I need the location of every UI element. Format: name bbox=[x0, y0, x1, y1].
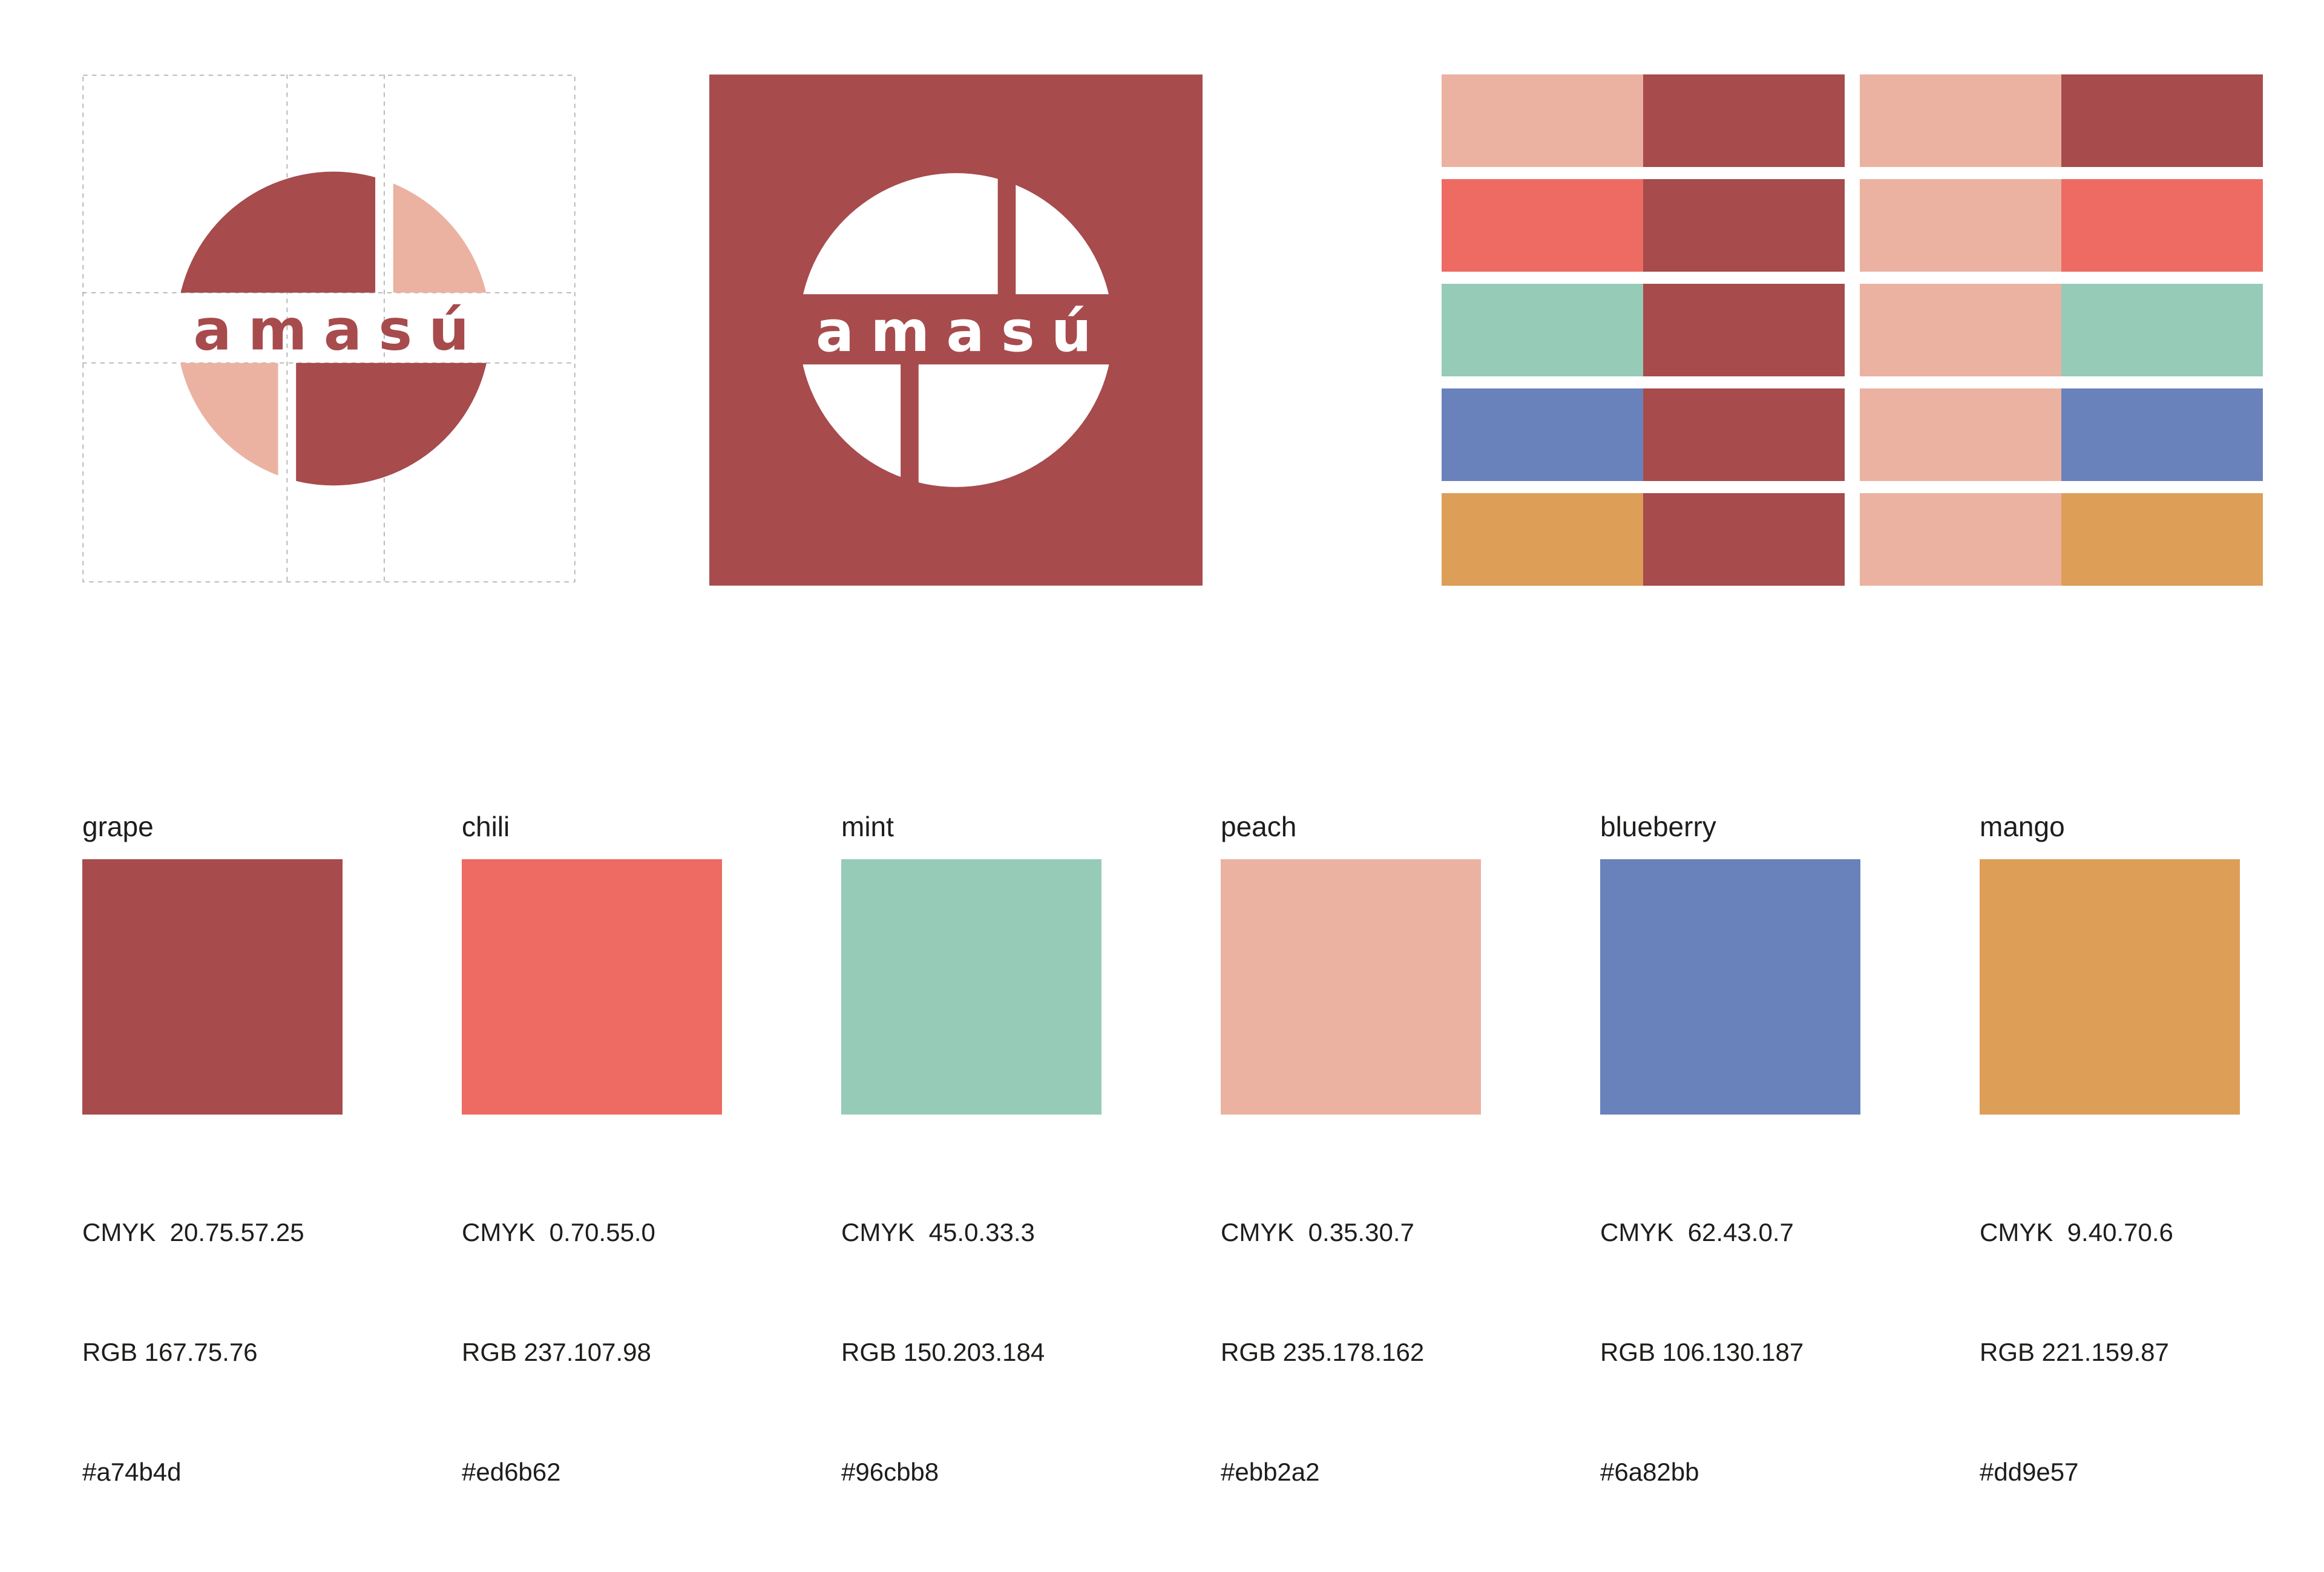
swatch-values: CMYK 9.40.70.6 RGB 221.159.87 #dd9e57 bbox=[1980, 1133, 2240, 1572]
combo-swatch bbox=[2061, 493, 2263, 586]
combo-swatch bbox=[2061, 74, 2263, 167]
wordmark: amasú bbox=[816, 299, 1108, 365]
combo-swatch bbox=[2061, 284, 2263, 376]
swatch-name: peach bbox=[1221, 811, 1297, 842]
cmyk-value: CMYK 62.43.0.7 bbox=[1600, 1218, 1794, 1246]
combo-swatch bbox=[1643, 493, 1845, 586]
palette-swatch-chili: chili CMYK 0.70.55.0 RGB 237.107.98 #ed6… bbox=[462, 811, 722, 1572]
hex-value: #96cbb8 bbox=[841, 1458, 939, 1486]
hex-value: #dd9e57 bbox=[1980, 1458, 2079, 1486]
color-combinations bbox=[1442, 74, 2263, 586]
combo-swatch bbox=[1860, 74, 2061, 167]
combo-swatch bbox=[1860, 284, 2061, 376]
logo-quadrant-bottom-right bbox=[296, 362, 491, 486]
combo-swatch bbox=[1860, 493, 2061, 586]
combo-swatch bbox=[2061, 388, 2263, 481]
swatch-name: grape bbox=[82, 811, 154, 842]
palette-swatch-blueberry: blueberry CMYK 62.43.0.7 RGB 106.130.187… bbox=[1600, 811, 1860, 1572]
hex-value: #ebb2a2 bbox=[1221, 1458, 1320, 1486]
grid-guides bbox=[82, 74, 576, 583]
combo-swatch bbox=[1860, 179, 2061, 272]
combo-row bbox=[1860, 179, 2263, 272]
palette-swatch-peach: peach CMYK 0.35.30.7 RGB 235.178.162 #eb… bbox=[1221, 811, 1481, 1572]
logo-construction-diagram: amasú bbox=[82, 74, 576, 583]
combo-row bbox=[1442, 284, 1845, 376]
logo-quadrant-top-left bbox=[176, 171, 376, 293]
palette-swatch-mango: mango CMYK 9.40.70.6 RGB 221.159.87 #dd9… bbox=[1980, 811, 2240, 1572]
hex-value: #a74b4d bbox=[82, 1458, 182, 1486]
combo-row bbox=[1860, 493, 2263, 586]
combo-swatch bbox=[1643, 179, 1845, 272]
rgb-value: RGB 221.159.87 bbox=[1980, 1338, 2169, 1366]
rgb-value: RGB 235.178.162 bbox=[1221, 1338, 1425, 1366]
palette-swatch-grape: grape CMYK 20.75.57.25 RGB 167.75.76 #a7… bbox=[82, 811, 343, 1572]
logo-quadrant-top-right bbox=[393, 171, 491, 293]
combinations-right-panel bbox=[1860, 74, 2263, 586]
hex-value: #ed6b62 bbox=[462, 1458, 561, 1486]
swatch-color bbox=[462, 859, 722, 1115]
combo-swatch bbox=[1442, 179, 1643, 272]
cmyk-value: CMYK 20.75.57.25 bbox=[82, 1218, 304, 1246]
combo-swatch bbox=[1643, 74, 1845, 167]
swatch-color bbox=[1221, 859, 1481, 1115]
cmyk-value: CMYK 0.35.30.7 bbox=[1221, 1218, 1414, 1246]
combo-row bbox=[1442, 388, 1845, 481]
rgb-value: RGB 237.107.98 bbox=[462, 1338, 651, 1366]
swatch-values: CMYK 62.43.0.7 RGB 106.130.187 #6a82bb bbox=[1600, 1133, 1860, 1572]
swatch-name: blueberry bbox=[1600, 811, 1716, 842]
logo-construction-block: amasú bbox=[82, 74, 576, 583]
swatch-color bbox=[1980, 859, 2240, 1115]
combo-row bbox=[1860, 74, 2263, 167]
combo-swatch bbox=[1442, 284, 1643, 376]
cmyk-value: CMYK 0.70.55.0 bbox=[462, 1218, 655, 1246]
combo-swatch bbox=[1442, 74, 1643, 167]
combinations-left-panel bbox=[1442, 74, 1845, 586]
rgb-value: RGB 167.75.76 bbox=[82, 1338, 258, 1366]
cmyk-value: CMYK 45.0.33.3 bbox=[841, 1218, 1035, 1246]
swatch-values: CMYK 0.70.55.0 RGB 237.107.98 #ed6b62 bbox=[462, 1133, 722, 1572]
swatch-color bbox=[841, 859, 1101, 1115]
logo-quadrant-bottom-left bbox=[176, 362, 278, 486]
rgb-value: RGB 106.130.187 bbox=[1600, 1338, 1804, 1366]
palette: grape CMYK 20.75.57.25 RGB 167.75.76 #a7… bbox=[82, 811, 2240, 1572]
combo-swatch bbox=[1442, 388, 1643, 481]
swatch-name: mango bbox=[1980, 811, 2065, 842]
swatch-color bbox=[82, 859, 343, 1115]
logo-mark: amasú bbox=[709, 74, 1203, 586]
swatch-values: CMYK 45.0.33.3 RGB 150.203.184 #96cbb8 bbox=[841, 1133, 1101, 1572]
combo-swatch bbox=[1442, 493, 1643, 586]
brand-guidelines-page: amasú amasú bbox=[82, 74, 2263, 1486]
combo-row bbox=[1860, 284, 2263, 376]
swatch-name: chili bbox=[462, 811, 510, 842]
combo-swatch bbox=[2061, 179, 2263, 272]
palette-swatch-mint: mint CMYK 45.0.33.3 RGB 150.203.184 #96c… bbox=[841, 811, 1101, 1572]
swatch-values: CMYK 0.35.30.7 RGB 235.178.162 #ebb2a2 bbox=[1221, 1133, 1481, 1572]
combo-swatch bbox=[1643, 388, 1845, 481]
swatch-values: CMYK 20.75.57.25 RGB 167.75.76 #a74b4d bbox=[82, 1133, 343, 1572]
hex-value: #6a82bb bbox=[1600, 1458, 1699, 1486]
combo-row bbox=[1442, 493, 1845, 586]
combo-swatch bbox=[1860, 388, 2061, 481]
combo-row bbox=[1860, 388, 2263, 481]
combo-row bbox=[1442, 74, 1845, 167]
wordmark: amasú bbox=[193, 298, 485, 364]
logo-mark-block: amasú bbox=[709, 74, 1203, 586]
combo-row bbox=[1442, 179, 1845, 272]
logo-background bbox=[709, 74, 1203, 586]
rgb-value: RGB 150.203.184 bbox=[841, 1338, 1045, 1366]
swatch-name: mint bbox=[841, 811, 894, 842]
combo-swatch bbox=[1643, 284, 1845, 376]
cmyk-value: CMYK 9.40.70.6 bbox=[1980, 1218, 2173, 1246]
swatch-color bbox=[1600, 859, 1860, 1115]
